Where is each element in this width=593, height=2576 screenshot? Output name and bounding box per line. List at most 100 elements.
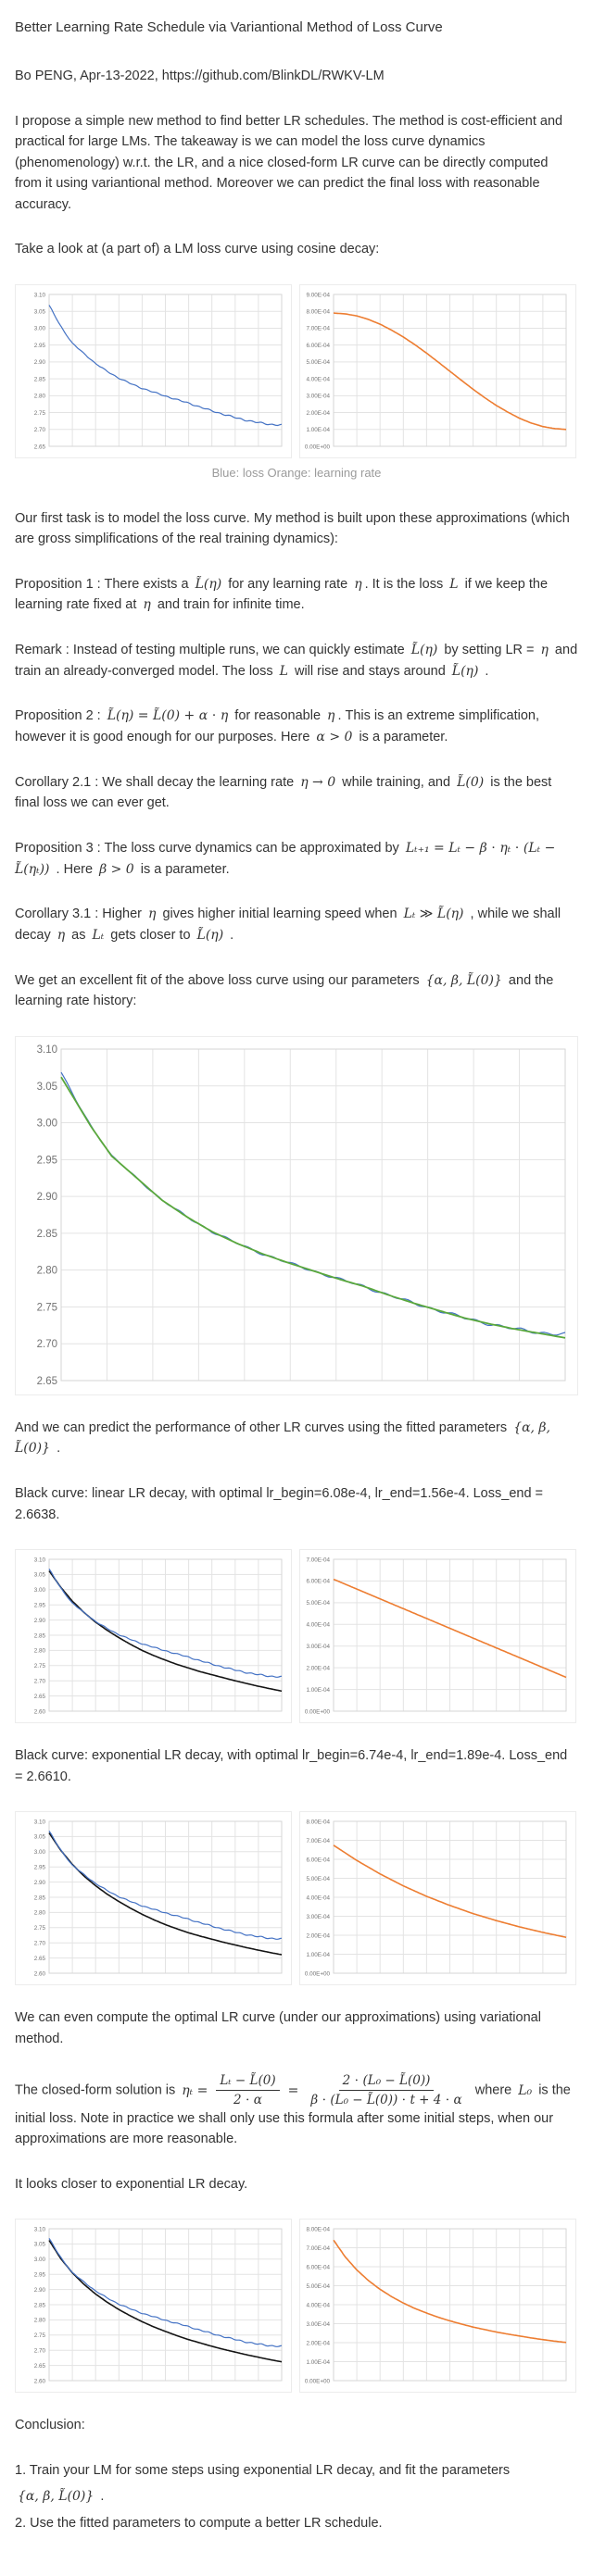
chart-loss-exponential: 3.10 3.05 3.00 2.95 2.90 2.85 2.80 2.75 2.70 2.65… — [15, 1811, 292, 1986]
inline-math: η — [327, 708, 335, 724]
inline-math: L̃(η) — [195, 576, 222, 592]
svg-text:2.95: 2.95 — [34, 1865, 46, 1871]
svg-text:2.00E-04: 2.00E-04 — [306, 1666, 330, 1672]
inline-math: L̃(0) — [457, 774, 485, 790]
text-run: . — [53, 1441, 61, 1457]
inline-math: L̃(η) — [410, 642, 438, 657]
svg-text:3.00: 3.00 — [34, 325, 46, 331]
conclusion-item-2: 2. Use the fitted parameters to compute … — [15, 2513, 578, 2533]
svg-text:3.05: 3.05 — [34, 308, 46, 315]
svg-text:2.90: 2.90 — [34, 1618, 46, 1624]
inline-math: L — [279, 663, 288, 679]
svg-text:2.95: 2.95 — [37, 1155, 57, 1166]
svg-text:2.80: 2.80 — [34, 2318, 46, 2324]
svg-text:1.00E-04: 1.00E-04 — [306, 1952, 330, 1958]
chart-row-cosine: 3.10 3.05 3.00 2.95 2.90 2.85 2.80 2.75 2.70 2.65… — [15, 283, 578, 458]
paragraph-predict: And we can predict the performance of ot… — [15, 1418, 578, 1459]
svg-text:2.85: 2.85 — [34, 1632, 46, 1639]
text-run: where — [471, 2082, 516, 2098]
svg-text:2.85: 2.85 — [34, 2302, 46, 2308]
chart-loss-variational: 3.10 3.05 3.00 2.95 2.90 2.85 2.80 2.75 2.70 2.65… — [15, 2219, 292, 2394]
chart-lr-linear: 7.00E-04 6.00E-04 5.00E-04 4.00E-04 3.00E-04… — [299, 1549, 576, 1724]
text-run: We can even compute the optimal LR curve… — [15, 2010, 541, 2046]
text-run: Proposition 2 : — [15, 708, 105, 724]
chart-loss-linear: 3.10 3.05 3.00 2.95 2.90 2.85 2.80 2.75 2.70 2.65… — [15, 1549, 292, 1724]
svg-text:0.00E+00: 0.00E+00 — [305, 2378, 331, 2384]
conclusion-item-1-params: {α, β, L̃(0)} . — [15, 2486, 578, 2507]
text-run: . — [226, 927, 234, 943]
svg-text:7.00E-04: 7.00E-04 — [306, 2245, 330, 2252]
svg-text:8.00E-04: 8.00E-04 — [306, 2226, 330, 2232]
svg-text:2.75: 2.75 — [34, 409, 46, 416]
text-run: It looks closer to exponential LR decay. — [15, 2176, 248, 2192]
svg-text:9.00E-04: 9.00E-04 — [306, 292, 330, 298]
svg-text:0.00E+00: 0.00E+00 — [305, 1970, 331, 1977]
svg-text:3.00: 3.00 — [34, 1849, 46, 1856]
inline-math: = — [287, 2082, 299, 2098]
text-run: Remark : Instead of testing multiple run… — [15, 642, 409, 657]
math-fraction: Lₜ − L̃(0) 2 ⋅ α — [216, 2073, 280, 2108]
svg-text:2.60: 2.60 — [34, 1708, 46, 1715]
svg-text:2.00E-04: 2.00E-04 — [306, 2340, 330, 2346]
svg-text:3.05: 3.05 — [34, 2242, 46, 2248]
text-run: as — [68, 927, 90, 943]
svg-text:2.90: 2.90 — [34, 1880, 46, 1886]
svg-text:3.00E-04: 3.00E-04 — [306, 2321, 330, 2328]
svg-text:4.00E-04: 4.00E-04 — [306, 1894, 330, 1901]
inline-math: η — [354, 576, 362, 592]
inline-math: L₀ — [518, 2082, 533, 2098]
inline-math: {α, β, L̃(0)} — [15, 1419, 550, 1457]
text-run: and the learning rate history: — [15, 972, 554, 1009]
chart-canvas: 3.10 3.05 3.00 2.95 2.90 2.85 2.80 2.75 2.70 2.65… — [34, 1819, 283, 1977]
paragraph-looks-closer: It looks closer to exponential LR decay. — [15, 2174, 578, 2195]
paragraph-excellent-fit: We get an excellent fit of the above los… — [15, 970, 578, 1012]
text-run: Black curve: exponential LR decay, with … — [15, 1748, 568, 1784]
paragraph-compute-optimal: We can even compute the optimal LR curve… — [15, 2007, 578, 2049]
svg-text:3.10: 3.10 — [34, 1557, 46, 1563]
inline-math: η — [148, 907, 157, 922]
svg-text:2.70: 2.70 — [34, 1679, 46, 1685]
text-run: And we can predict the performance of ot… — [15, 1419, 511, 1435]
text-run: is a parameter. — [355, 730, 448, 745]
svg-text:2.00E-04: 2.00E-04 — [306, 1932, 330, 1939]
svg-text:3.05: 3.05 — [34, 1572, 46, 1579]
svg-text:3.05: 3.05 — [34, 1834, 46, 1841]
svg-text:7.00E-04: 7.00E-04 — [306, 1557, 330, 1563]
text-run: and train an already-converged model. Th… — [15, 642, 578, 679]
chart-canvas: 3.10 3.05 3.00 2.95 2.90 2.85 2.80 2.75 2.70 2.65 — [34, 292, 283, 450]
inline-math: L — [449, 576, 459, 592]
paragraph-first-task: Our first task is to model the loss curv… — [15, 508, 578, 550]
inline-math: Lₜ ≫ L̃(η) — [403, 907, 464, 922]
text-run: . — [96, 2489, 105, 2505]
text-run: Proposition 3 : The loss curve dynamics … — [15, 840, 403, 856]
svg-text:2.90: 2.90 — [34, 359, 46, 366]
paragraph-proposition-3: Proposition 3 : The loss curve dynamics … — [15, 838, 578, 880]
text-run: gives higher initial learning speed when — [158, 907, 401, 922]
text-run: We get an excellent fit of the above los… — [15, 972, 423, 988]
svg-text:2.70: 2.70 — [34, 2348, 46, 2355]
inline-math: α > 0 — [316, 730, 353, 745]
text-run: for any learning rate — [224, 576, 352, 592]
paragraph-proposition-1: Proposition 1 : There exists a L̃(η) for… — [15, 574, 578, 616]
paragraph-conclusion-heading: Conclusion: — [15, 2415, 578, 2435]
math-fraction: 2 ⋅ (L₀ − L̃(0)) β ⋅ (L₀ − L̃(0)) ⋅ t + 4… — [310, 2072, 462, 2107]
byline: Bo PENG, Apr-13-2022, https://github.com… — [15, 69, 385, 84]
text-run: gets closer to — [107, 927, 195, 943]
svg-text:2.85: 2.85 — [34, 1894, 46, 1901]
svg-text:0.00E+00: 0.00E+00 — [305, 444, 331, 450]
paragraph-intro: I propose a simple new method to find be… — [15, 111, 578, 215]
inline-math: η — [57, 927, 66, 943]
text-run: I propose a simple new method to find be… — [15, 113, 563, 212]
text-run: . This is an extreme simplification, how… — [15, 708, 540, 745]
chart-row-linear: 3.10 3.05 3.00 2.95 2.90 2.85 2.80 2.75 2.70 2.65… — [15, 1549, 578, 1724]
text-run: , while we shall decay — [15, 907, 561, 943]
paragraph-corollary-2-1: Corollary 2.1 : We shall decay the learn… — [15, 772, 578, 814]
svg-text:2.75: 2.75 — [34, 1663, 46, 1669]
inline-math: Lₜ₊₁ = Lₜ − β ⋅ ηₜ ⋅ (Lₜ − L̃(ηₜ)) — [15, 840, 556, 877]
text-run: will rise and stays around — [290, 663, 449, 679]
svg-text:2.75: 2.75 — [34, 2332, 46, 2339]
svg-text:2.85: 2.85 — [37, 1229, 57, 1240]
inline-math: L̃(η) = L̃(0) + α ⋅ η — [107, 708, 229, 724]
svg-text:2.65: 2.65 — [34, 2363, 46, 2370]
text-run: . Here — [52, 861, 97, 877]
